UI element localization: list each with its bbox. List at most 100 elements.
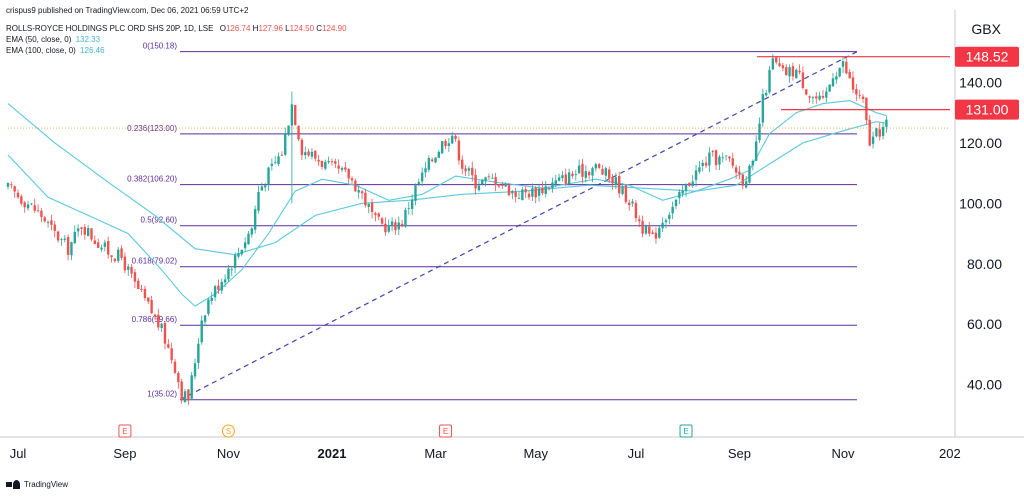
candle — [50, 214, 53, 231]
event-marker-circle — [221, 424, 235, 438]
candle-body — [661, 222, 664, 229]
candle — [287, 125, 290, 137]
ema50-label: EMA (50, close, 0) — [6, 35, 72, 44]
price-axis: 40.00 60.00 80.00 100.00 120.00 140.00 — [959, 74, 1002, 392]
fib-label-5: 0.786(59.66) — [132, 315, 178, 324]
candle-body — [227, 268, 230, 280]
candle — [10, 181, 13, 189]
candle — [651, 229, 654, 235]
candle — [444, 139, 447, 150]
candle — [748, 164, 751, 184]
candle — [210, 292, 213, 305]
candle — [183, 388, 187, 404]
candle — [76, 224, 80, 237]
candle — [684, 183, 688, 197]
candle — [811, 96, 815, 104]
event-marker-box — [118, 424, 132, 438]
candle-body — [761, 94, 765, 123]
tradingview-logo[interactable]: TradingView — [6, 480, 68, 489]
candle — [621, 183, 624, 196]
candle — [243, 237, 247, 252]
candle-body — [147, 297, 150, 302]
y-tick-label-2: 80.00 — [967, 256, 1002, 272]
candle — [143, 285, 147, 301]
x-tick-label-6: Jul — [628, 446, 645, 461]
candle — [360, 189, 364, 200]
candle-body — [6, 182, 10, 187]
candle-body — [738, 171, 741, 175]
candle-body — [487, 176, 491, 178]
candle-body — [674, 199, 678, 207]
candle — [534, 186, 537, 204]
candle — [394, 219, 397, 235]
candle-body — [434, 157, 437, 163]
candle-body — [484, 177, 487, 182]
fibonacci-retracement: 0(150.18)0.236(123.00)0.382(106.20)0.5(9… — [127, 42, 857, 401]
candle — [117, 247, 120, 264]
candle-body — [654, 232, 658, 239]
x-tick-label-1: Sep — [113, 446, 136, 461]
candle — [644, 224, 648, 235]
candle — [724, 155, 728, 161]
candle — [674, 198, 678, 210]
candle-body — [320, 160, 324, 167]
candle-body — [187, 389, 190, 401]
candle-body — [157, 314, 160, 328]
candle — [274, 155, 277, 165]
candle-body — [861, 96, 865, 100]
tradingview-brand-text: TradingView — [24, 480, 69, 489]
candle-body — [344, 167, 347, 170]
candle-body — [257, 192, 260, 211]
candle-body — [137, 280, 140, 290]
candle — [147, 297, 150, 304]
ema50-legend[interactable]: EMA (50, close, 0) 132.33 — [6, 35, 100, 44]
candle — [537, 184, 541, 202]
candle-body — [678, 191, 681, 199]
candle — [454, 134, 457, 142]
fib-label-4: 0.618(79.02) — [132, 257, 178, 266]
candle-body — [424, 168, 427, 173]
ema100-value: 126.46 — [80, 46, 105, 55]
candle — [631, 199, 634, 207]
ema50-value: 132.33 — [75, 35, 101, 44]
dashed-trend-line — [179, 51, 858, 401]
candle-body — [197, 343, 200, 363]
candle — [464, 164, 467, 176]
candle-body — [110, 255, 113, 258]
candle — [250, 227, 254, 238]
candle-body — [471, 167, 474, 176]
candle — [638, 215, 641, 228]
candle — [100, 244, 103, 252]
candle-body — [728, 156, 731, 159]
candle — [751, 159, 755, 171]
candle — [554, 174, 557, 187]
candle-body — [90, 228, 93, 240]
candle-body — [694, 170, 698, 180]
candle-body — [327, 160, 330, 163]
candle — [123, 252, 127, 274]
candle — [701, 159, 704, 172]
ema100-label: EMA (100, close, 0) — [6, 46, 76, 55]
candle — [46, 220, 50, 228]
candle-body — [387, 225, 390, 232]
candle — [56, 230, 60, 243]
candle — [133, 268, 137, 288]
candle-body — [287, 125, 290, 135]
candle — [574, 169, 577, 181]
x-tick-label-3: 2021 — [318, 446, 347, 461]
candle-body — [597, 164, 601, 168]
candle — [785, 64, 788, 76]
candle — [63, 235, 66, 243]
candle-body — [274, 162, 277, 164]
ema100-legend[interactable]: EMA (100, close, 0) 126.46 — [6, 46, 105, 55]
candle-body — [474, 174, 477, 189]
candle-body — [260, 186, 264, 191]
candle-body — [284, 134, 287, 155]
candle — [160, 322, 163, 333]
candle — [213, 284, 217, 301]
candle-body — [180, 381, 183, 401]
candle-body — [638, 219, 641, 222]
candle-body — [691, 181, 694, 186]
candle — [584, 165, 588, 183]
